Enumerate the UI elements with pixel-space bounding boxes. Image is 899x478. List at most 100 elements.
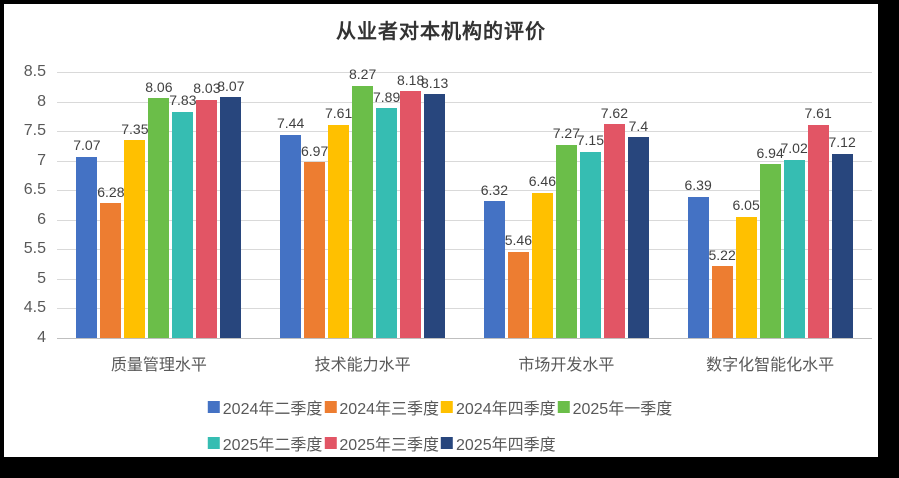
bar: 7.02 (781, 140, 808, 338)
legend-swatch-icon (441, 401, 453, 413)
bar-value-label: 6.46 (528, 173, 556, 190)
bar-groups: 7.07 6.28 7.35 8.06 7.83 8.03 8.07 7.44 6.97 7.61… (57, 66, 872, 338)
gridline (57, 131, 872, 133)
bar: 7.61 (325, 105, 352, 338)
bar-value-label: 6.94 (756, 144, 784, 161)
bar: 8.13 (421, 75, 448, 338)
bar: 6.94 (757, 145, 784, 338)
bar-value-label: 7.89 (373, 88, 401, 105)
bar: 6.46 (529, 173, 556, 338)
legend-item: 2025年四季度 (441, 431, 556, 455)
bar-value-label: 7.61 (804, 105, 832, 122)
legend-label: 2025年一季度 (572, 401, 673, 418)
category-label: 市场开发水平 (518, 357, 615, 374)
bar-value-label: 5.22 (708, 246, 736, 263)
bar: 7.27 (553, 125, 580, 338)
category-label: 数字化智能化水平 (706, 357, 835, 374)
legend-item: 2025年二季度 (207, 431, 323, 455)
legend-swatch-icon (207, 401, 220, 413)
legend-item: 2024年二季度 (207, 395, 323, 419)
bar: 7.62 (601, 105, 628, 338)
bar-value-label: 8.18 (397, 71, 425, 88)
bar-value-label: 7.27 (552, 125, 580, 142)
bar: 7.35 (121, 121, 149, 338)
bar: 7.44 (277, 115, 304, 338)
y-axis-tick-label: 4.5 (23, 299, 46, 317)
y-axis-tick-label: 7 (37, 151, 46, 169)
bar: 8.07 (217, 78, 245, 338)
y-axis-tick-label: 8.5 (23, 63, 46, 80)
legend-label: 2024年三季度 (339, 401, 439, 418)
bar-value-label: 7.12 (828, 134, 856, 151)
bar-group: 7.07 6.28 7.35 8.06 7.83 8.03 8.07 (57, 72, 261, 338)
legend-label: 2025年四季度 (456, 437, 556, 454)
bar-value-label: 6.32 (480, 181, 508, 198)
bar-value-label: 7.61 (325, 105, 353, 122)
bar: 8.27 (349, 66, 376, 338)
gridline (57, 190, 872, 192)
y-axis-tick-label: 5 (37, 269, 46, 287)
bar: 6.39 (685, 177, 712, 338)
legend-label: 2025年二季度 (222, 437, 323, 454)
gridline (57, 308, 872, 310)
bar: 5.22 (709, 247, 736, 338)
bar-value-label: 7.44 (277, 115, 305, 132)
legend-row: 2025年二季度 2025年三季度 2025年四季度 (207, 431, 558, 455)
bar: 8.03 (193, 81, 221, 338)
legend-swatch-icon (324, 437, 337, 449)
bar-value-label: 6.05 (732, 197, 760, 214)
legend-row: 2024年二季度 2024年三季度 2024年四季度 2025年一季度 (207, 395, 674, 419)
bar: 7.12 (829, 134, 856, 338)
legend-swatch-icon (324, 401, 337, 413)
bar: 6.97 (301, 143, 328, 338)
bar-value-label: 7.02 (780, 140, 808, 157)
bar-value-label: 6.39 (684, 177, 712, 194)
bar-value-label: 8.07 (217, 78, 245, 95)
y-axis-tick-label: 8 (37, 92, 46, 110)
legend-label: 2024年二季度 (222, 401, 323, 418)
bar-value-label: 7.15 (576, 132, 604, 149)
chart-canvas: 从业者对本机构的评价 8.5 8 7.5 7 6.5 6 5.5 5 4.5 4 7.07 6.28 7… (4, 4, 878, 457)
legend-item: 2024年四季度 (441, 395, 556, 419)
bar-group: 6.39 5.22 6.05 6.94 7.02 7.61 7.12 (668, 72, 872, 338)
gridline (57, 219, 872, 221)
bar-value-label: 5.46 (504, 232, 532, 249)
bar: 6.28 (97, 184, 125, 338)
bar: 7.61 (805, 105, 832, 338)
bar: 6.05 (733, 198, 760, 338)
gridline (57, 160, 872, 162)
legend-label: 2025年三季度 (339, 437, 439, 454)
legend-label: 2024年四季度 (456, 401, 556, 418)
bar: 7.89 (373, 89, 400, 338)
category-label: 技术能力水平 (314, 357, 411, 374)
bar-value-label: 7.83 (169, 92, 197, 109)
legend-item: 2025年三季度 (324, 431, 439, 455)
gridline (57, 101, 872, 103)
legend: 2024年二季度 2024年三季度 2024年四季度 2025年一季度 2025年二季度… (207, 395, 674, 455)
gridline (57, 72, 872, 73)
bar: 8.06 (145, 79, 173, 338)
bar: 8.18 (397, 72, 424, 338)
legend-swatch-icon (441, 437, 453, 449)
y-axis-tick-label: 6.5 (23, 181, 46, 199)
legend-swatch-icon (557, 401, 570, 413)
bar: 7.15 (577, 133, 604, 338)
y-axis-tick-label: 4 (37, 329, 46, 346)
bar: 7.83 (169, 92, 197, 338)
bar-value-label: 8.03 (193, 80, 221, 97)
bar-value-label: 6.97 (301, 143, 329, 160)
bar: 6.32 (481, 182, 508, 338)
chart-title: 从业者对本机构的评价 (336, 19, 546, 43)
plot-area: 8.5 8 7.5 7 6.5 6 5.5 5 4.5 4 7.07 6.28 7.35 8.06 7.83… (24, 64, 872, 346)
bar-value-label: 7.07 (73, 137, 101, 154)
category-axis: 质量管理水平 技术能力水平 市场开发水平 数字化智能化水平 (57, 351, 872, 375)
gridline (57, 338, 872, 339)
gridline (57, 249, 872, 251)
y-axis-tick-label: 7.5 (23, 122, 46, 140)
gridline (57, 278, 872, 280)
legend-item: 2025年一季度 (557, 395, 673, 419)
legend-swatch-icon (207, 437, 220, 449)
bar-group: 6.32 5.46 6.46 7.27 7.15 7.62 7.4 (465, 72, 669, 338)
bar-value-label: 8.13 (421, 74, 449, 91)
